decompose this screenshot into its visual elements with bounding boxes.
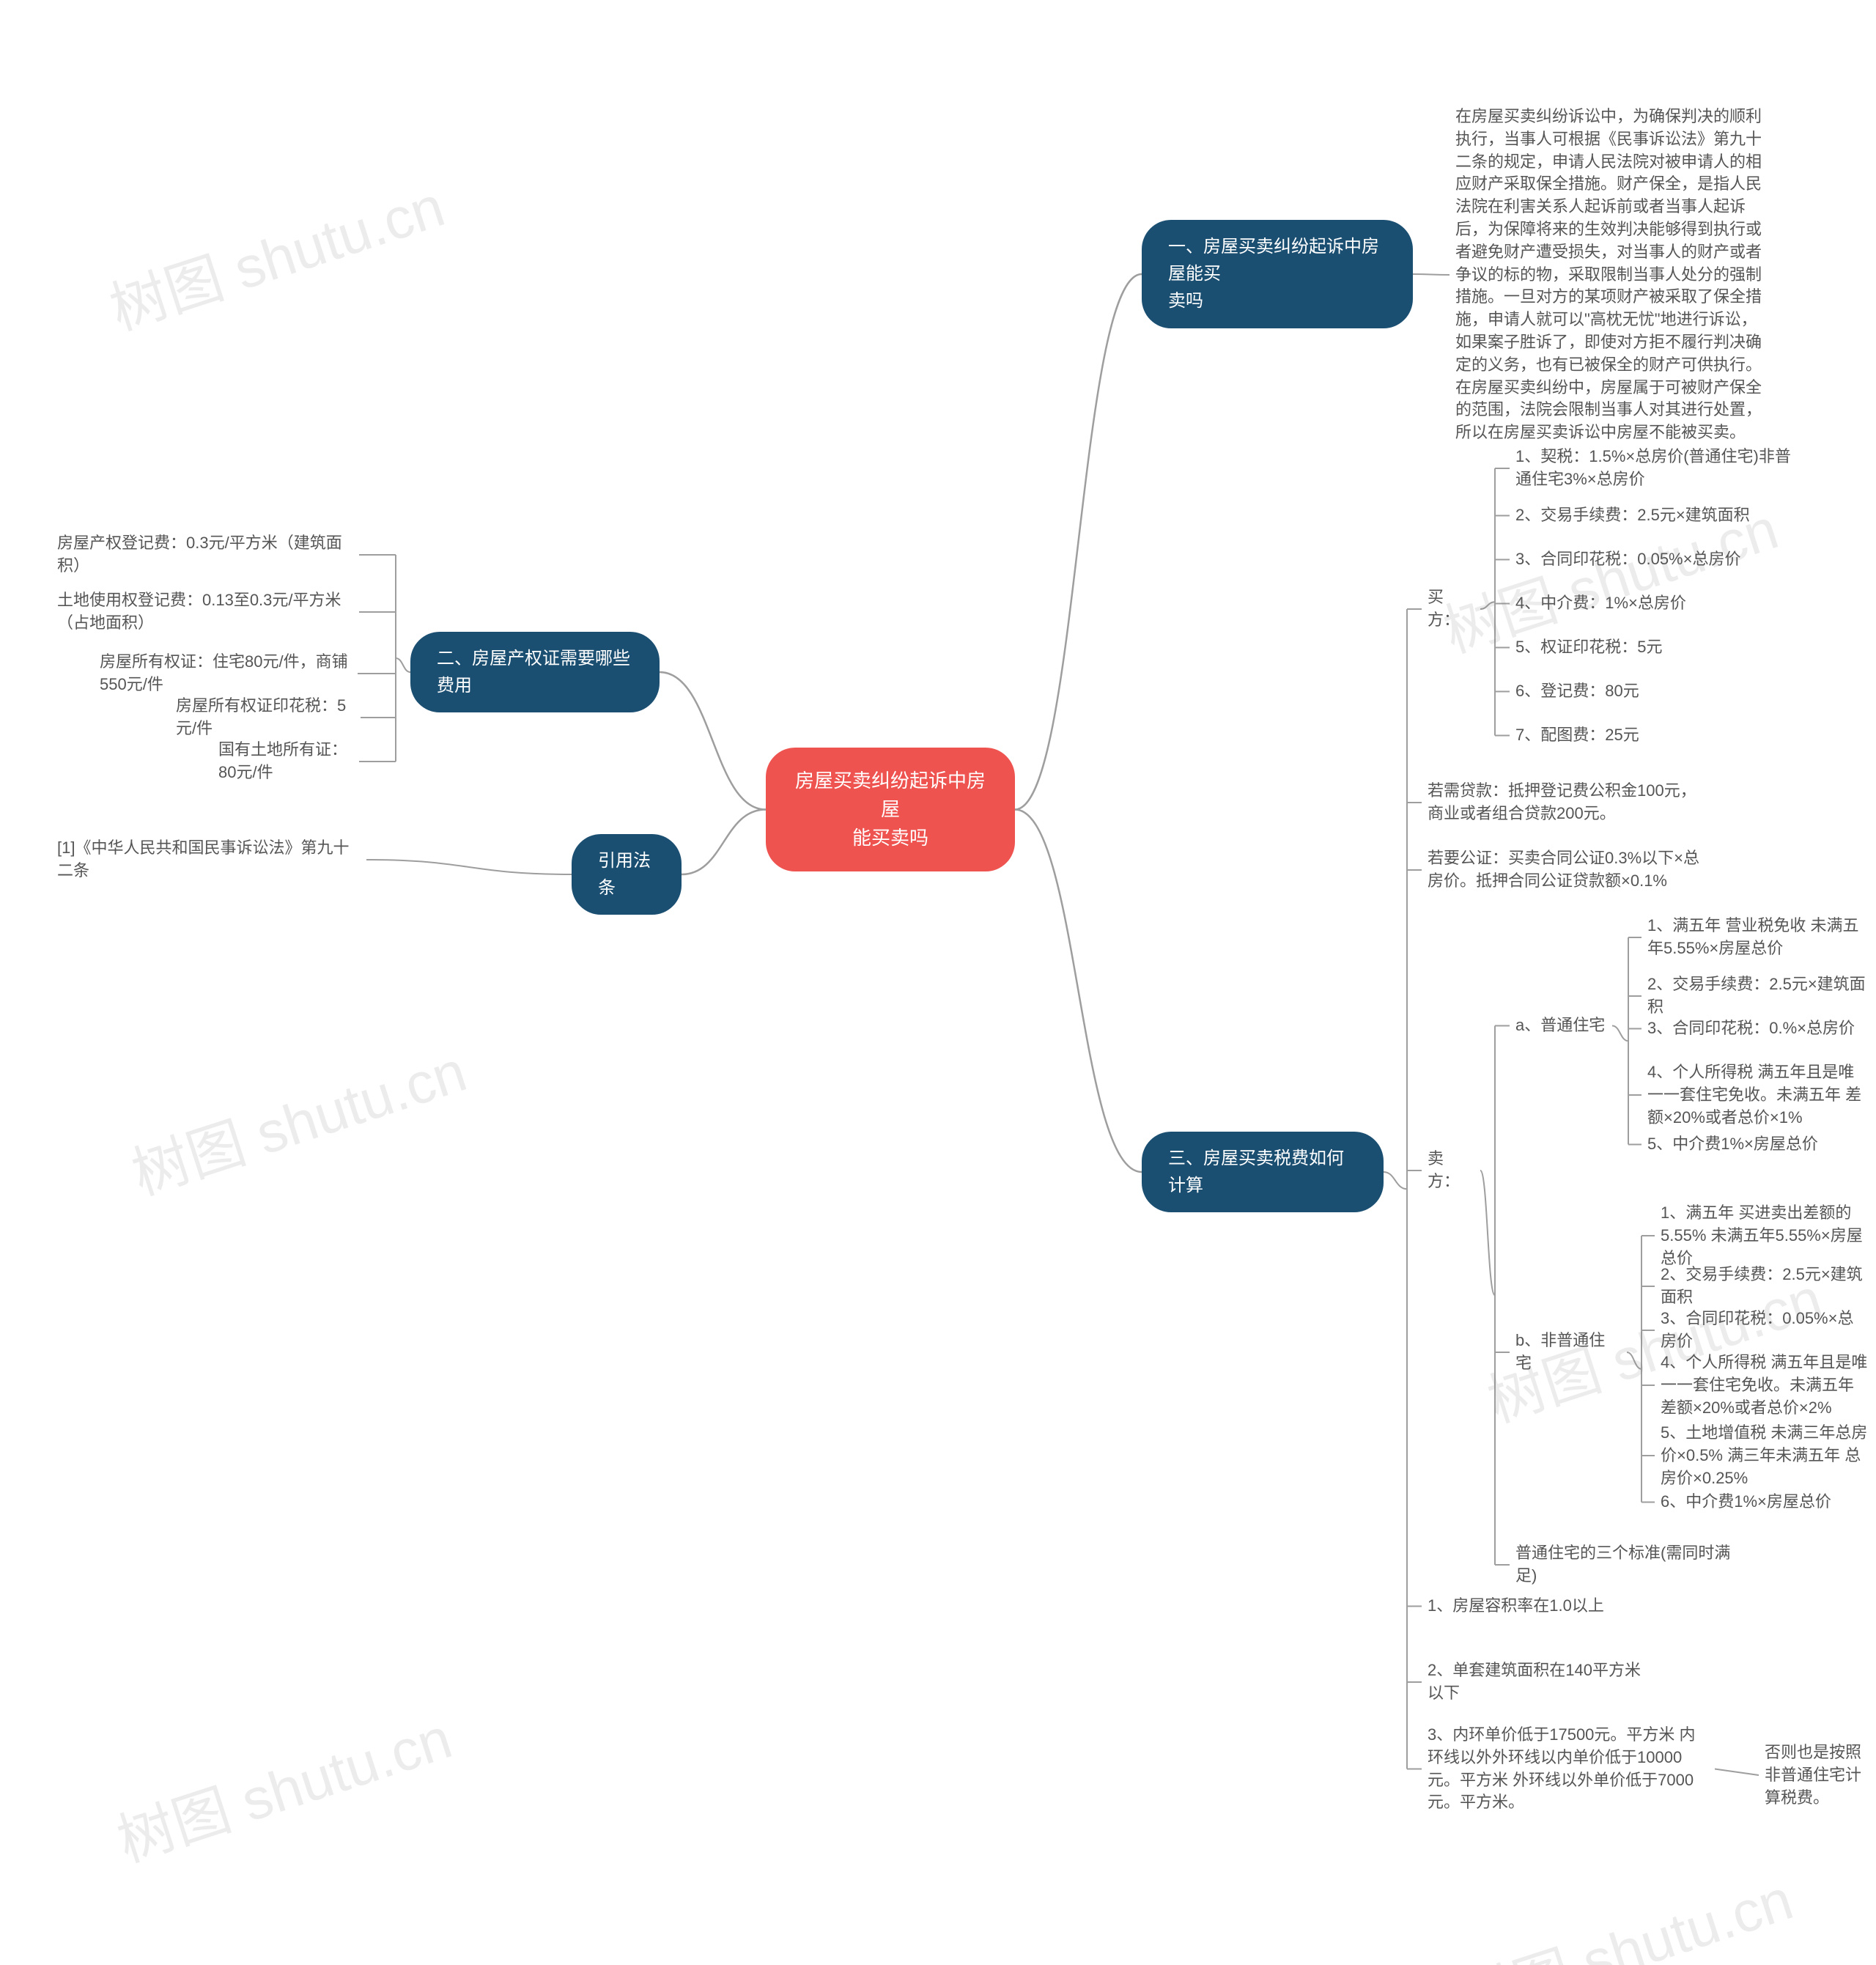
leaf-l2a: 房屋产权登记费：0.3元/平方米（建筑面积） [51, 529, 359, 580]
leaf-l3: [1]《中华人民共和国民事诉讼法》第九十二条 [51, 834, 366, 885]
leaf-buy7: 7、配图费：25元 [1510, 721, 1773, 750]
leaf-pb: b、非普通住宅 [1510, 1327, 1627, 1378]
leaf-pa5: 5、中介费1%×房屋总价 [1642, 1130, 1876, 1159]
leaf-l2e: 国有土地所有证：80元/件 [213, 736, 359, 787]
branch-b4: 三、房屋买卖税费如何计算 [1142, 1132, 1384, 1212]
leaf-std1: 1、房屋容积率在1.0以上 [1422, 1592, 1656, 1621]
branch-b2: 二、房屋产权证需要哪些费用 [410, 632, 660, 712]
leaf-pa1: 1、满五年 营业税免收 未满五年5.55%×房屋总价 [1642, 912, 1876, 963]
mindmap-canvas: 树图 shutu.cn 树图 shutu.cn 树图 shutu.cn 树图 shut… [0, 0, 1876, 1965]
leaf-l1: 在房屋买卖纠纷诉讼中，为确保判决的顺利执行，当事人可根据《民事诉讼法》第九十二条… [1450, 103, 1772, 447]
leaf-pa3: 3、合同印花税：0.%×总房价 [1642, 1014, 1876, 1043]
leaf-buy3: 3、合同印花税：0.05%×总房价 [1510, 545, 1773, 574]
leaf-l4a: 若需贷款：抵押登记费公积金100元，商业或者组合贷款200元。 [1422, 777, 1715, 828]
leaf-pb6: 6、中介费1%×房屋总价 [1655, 1488, 1875, 1516]
root-node: 房屋买卖纠纷起诉中房屋能买卖吗 [766, 748, 1015, 871]
leaf-buy6: 6、登记费：80元 [1510, 677, 1773, 706]
leaf-buyer: 买方： [1422, 583, 1480, 635]
leaf-std3r: 否则也是按照非普通住宅计算税费。 [1759, 1739, 1876, 1812]
leaf-pa4: 4、个人所得税 满五年且是唯一一套住宅免收。未满五年 差额×20%或者总价×1% [1642, 1058, 1876, 1132]
branch-b1: 一、房屋买卖纠纷起诉中房屋能买卖吗 [1142, 220, 1413, 328]
leaf-pa: a、普通住宅 [1510, 1011, 1612, 1040]
leaf-seller: 卖方： [1422, 1145, 1480, 1196]
leaf-l4b: 若要公证：买卖合同公证0.3%以下×总房价。抵押合同公证贷款额×0.1% [1422, 844, 1715, 896]
leaf-pc: 普通住宅的三个标准(需同时满足) [1510, 1539, 1744, 1590]
leaf-std2: 2、单套建筑面积在140平方米以下 [1422, 1656, 1656, 1708]
leaf-buy4: 4、中介费：1%×总房价 [1510, 589, 1773, 618]
leaf-std3: 3、内环单价低于17500元。平方米 内环线以外外环线以内单价低于10000元。… [1422, 1721, 1715, 1817]
watermark: 树图 shutu.cn [1447, 1854, 1801, 1965]
watermark: 树图 shutu.cn [98, 161, 453, 347]
branch-b3: 引用法条 [572, 834, 682, 915]
leaf-pb4: 4、个人所得税 满五年且是唯一一套住宅免收。未满五年 差额×20%或者总价×2% [1655, 1349, 1875, 1422]
leaf-buy5: 5、权证印花税：5元 [1510, 633, 1773, 662]
watermark: 树图 shutu.cn [106, 1693, 460, 1879]
leaf-pb5: 5、土地增值税 未满三年总房价×0.5% 满三年未满五年 总房价×0.25% [1655, 1419, 1875, 1492]
leaf-l2b: 土地使用权登记费：0.13至0.3元/平方米（占地面积） [51, 586, 359, 638]
leaf-buy2: 2、交易手续费：2.5元×建筑面积 [1510, 501, 1773, 530]
leaf-buy1: 1、契税：1.5%×总房价(普通住宅)非普通住宅3%×总房价 [1510, 443, 1803, 494]
watermark: 树图 shutu.cn [120, 1026, 475, 1212]
